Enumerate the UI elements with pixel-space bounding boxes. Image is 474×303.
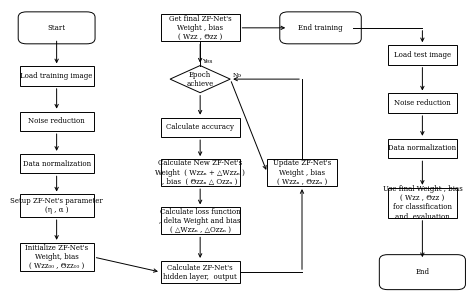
Text: Update ZF-Net's
Weight , bias
( Wᴢᴢₙ , Θᴢᴢₙ ): Update ZF-Net's Weight , bias ( Wᴢᴢₙ , Θ… [273,159,331,186]
Text: Get final ZF-Net's
Weight , bias
( Wᴢᴢ , Θᴢᴢ ): Get final ZF-Net's Weight , bias ( Wᴢᴢ ,… [169,15,231,41]
Bar [388,45,457,65]
Text: Data normalization: Data normalization [23,160,91,168]
Text: Calculate accuracy: Calculate accuracy [166,123,234,132]
FancyBboxPatch shape [18,12,95,44]
Bar [388,188,457,218]
Polygon shape [170,65,230,93]
Text: End training: End training [298,24,343,32]
Bar [19,112,94,131]
Text: Load training image: Load training image [20,72,93,80]
Bar [161,159,239,186]
Bar [388,139,457,158]
FancyBboxPatch shape [280,12,361,44]
Bar [161,207,239,235]
Bar [388,93,457,113]
Bar [19,154,94,173]
FancyBboxPatch shape [379,255,465,290]
Bar [161,118,239,137]
Bar [19,195,94,217]
Bar [161,14,239,42]
Bar [19,243,94,271]
Text: No: No [233,73,242,78]
Text: Setup ZF-Net's parameter
(η , α ): Setup ZF-Net's parameter (η , α ) [10,197,103,215]
Bar [267,159,337,186]
Text: Initialize ZF-Net's
Weight, bias
( Wᴢᴢ₀₀ , Θᴢᴢ₀₀ ): Initialize ZF-Net's Weight, bias ( Wᴢᴢ₀₀… [25,244,88,270]
Text: Calculate loss function
, delta Weight and bias
( △Wᴢᴢₙ , △Oᴢᴢₙ ): Calculate loss function , delta Weight a… [159,208,241,234]
Text: Data normalization: Data normalization [388,145,456,152]
Text: Noise reduction: Noise reduction [394,99,451,107]
Text: Use final Weight , bias
( Wᴢᴢ , Θᴢᴢ )
for classification
and  evaluation: Use final Weight , bias ( Wᴢᴢ , Θᴢᴢ ) fo… [383,185,462,221]
Text: Calculate ZF-Net's
hidden layer,  output: Calculate ZF-Net's hidden layer, output [163,264,237,281]
Bar [161,261,239,283]
Bar [19,66,94,86]
Text: Epoch
achieve: Epoch achieve [187,71,214,88]
Text: Start: Start [47,24,65,32]
Text: Noise reduction: Noise reduction [28,117,85,125]
Text: End: End [415,268,429,276]
Text: Yes: Yes [202,59,213,64]
Text: Calculate New ZF-Net's
Weight  ( Wᴢᴢₙ + △Wᴢᴢₙ )
, bias  ( Θᴢᴢₙ △ Oᴢᴢₙ ): Calculate New ZF-Net's Weight ( Wᴢᴢₙ + △… [155,159,245,186]
Text: Load test image: Load test image [394,51,451,59]
